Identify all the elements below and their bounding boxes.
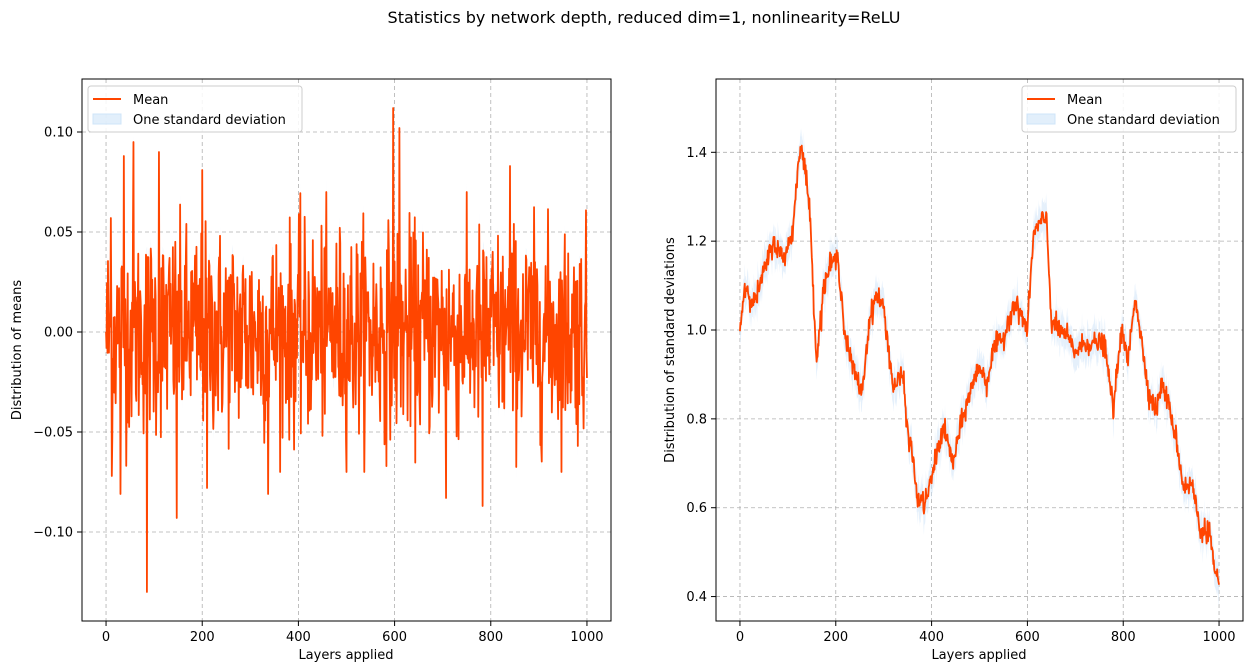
right-chart-y-label: Distribution of standard deviations — [663, 237, 678, 463]
right-chart-x-ticks: 0 200 400 600 800 1000 — [736, 621, 1236, 645]
x-tick-label: 0 — [102, 630, 110, 645]
left-chart: 0 200 400 600 800 1000 −0.10 −0.05 0.00 0.05 0.10… — [10, 78, 612, 663]
right-chart-mean-line — [739, 144, 1220, 585]
legend-box — [1021, 85, 1237, 133]
y-tick-label: −0.10 — [33, 526, 73, 541]
left-chart-mean-line — [105, 107, 588, 593]
legend-mean-label: Mean — [1067, 93, 1102, 108]
y-tick-label: 1.2 — [686, 235, 707, 250]
y-tick-label: −0.05 — [33, 426, 73, 441]
left-chart-x-ticks: 0 200 400 600 800 1000 — [102, 621, 604, 645]
x-tick-label: 400 — [919, 630, 944, 645]
legend-band-label: One standard deviation — [133, 113, 286, 128]
y-tick-label: 1.0 — [686, 324, 707, 339]
y-tick-label: 0.05 — [44, 226, 73, 241]
legend-band-label: One standard deviation — [1067, 113, 1220, 128]
x-tick-label: 0 — [736, 630, 744, 645]
x-tick-label: 400 — [286, 630, 311, 645]
y-tick-label: 0.4 — [686, 590, 707, 605]
legend-band-swatch — [1026, 113, 1056, 125]
x-tick-label: 600 — [382, 630, 407, 645]
x-tick-label: 800 — [478, 630, 503, 645]
x-tick-label: 1000 — [1202, 630, 1235, 645]
left-chart-y-label: Distribution of means — [10, 280, 25, 421]
figure-title: Statistics by network depth, reduced dim… — [388, 8, 901, 27]
x-tick-label: 1000 — [570, 630, 603, 645]
y-tick-label: 0.10 — [44, 126, 73, 141]
left-chart-legend: Mean One standard deviation — [87, 85, 303, 133]
left-chart-grid — [82, 79, 611, 621]
y-tick-label: 0.6 — [686, 501, 707, 516]
right-chart-grid — [716, 79, 1243, 621]
right-chart-y-ticks: 0.4 0.6 0.8 1.0 1.2 1.4 — [686, 146, 716, 605]
x-tick-label: 200 — [823, 630, 848, 645]
legend-mean-label: Mean — [133, 93, 168, 108]
right-chart-legend: Mean One standard deviation — [1021, 85, 1237, 133]
left-chart-x-label: Layers applied — [298, 648, 393, 663]
x-tick-label: 200 — [190, 630, 215, 645]
x-tick-label: 800 — [1111, 630, 1136, 645]
left-chart-frame — [81, 78, 612, 622]
right-chart-x-label: Layers applied — [931, 648, 1026, 663]
x-tick-label: 600 — [1015, 630, 1040, 645]
y-tick-label: 1.4 — [686, 146, 707, 161]
y-tick-label: 0.00 — [44, 326, 73, 341]
mean-series-line — [105, 107, 588, 593]
right-chart-frame — [715, 78, 1244, 622]
left-chart-y-ticks: −0.10 −0.05 0.00 0.05 0.10 — [33, 126, 82, 541]
legend-band-swatch — [92, 113, 122, 125]
right-chart: 0 200 400 600 800 1000 0.4 0.6 0.8 1.0 1.2 1.4 Lay… — [663, 78, 1244, 663]
legend-box — [87, 85, 303, 133]
mean-series-line — [739, 144, 1220, 585]
y-tick-label: 0.8 — [686, 412, 707, 427]
